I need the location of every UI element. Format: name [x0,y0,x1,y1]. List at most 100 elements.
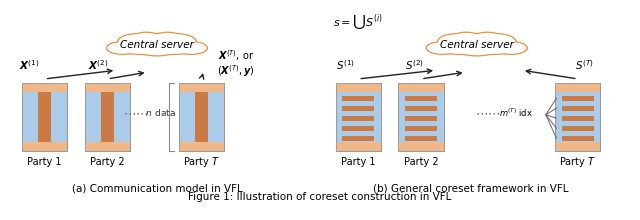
Ellipse shape [118,34,154,50]
Ellipse shape [131,33,161,44]
Ellipse shape [175,42,207,54]
Bar [179,83,224,92]
Ellipse shape [154,33,182,44]
Text: $S^{(2)}$: $S^{(2)}$ [405,59,424,72]
Bar [22,142,67,150]
Bar [22,83,67,150]
Ellipse shape [473,33,502,44]
Text: $s = \bigcup S^{(i)}$: $s = \bigcup S^{(i)}$ [333,12,382,31]
Ellipse shape [438,34,473,50]
Bar [342,106,374,111]
Bar [85,142,130,150]
Ellipse shape [437,46,516,54]
Bar [336,142,381,150]
Bar [85,83,130,92]
Bar [22,83,67,150]
Text: $\cdots\cdots$: $\cdots\cdots$ [124,106,149,119]
Text: Party $T$: Party $T$ [559,155,596,169]
Ellipse shape [108,42,138,54]
Bar [195,83,208,150]
Bar [101,83,114,150]
Bar [22,83,67,92]
Ellipse shape [161,34,196,50]
Text: Central server: Central server [120,40,194,50]
Bar [85,83,130,150]
Text: $\cdots\cdots$: $\cdots\cdots$ [476,106,501,119]
Ellipse shape [134,34,180,56]
Bar [336,83,381,150]
Text: (a) Communication model in VFL: (a) Communication model in VFL [72,183,243,193]
Bar [556,83,600,92]
Bar [398,142,444,150]
Text: Party 1: Party 1 [28,157,62,167]
Text: Central server: Central server [440,40,514,50]
Text: (b) General coreset framework in VFL: (b) General coreset framework in VFL [372,183,568,193]
Ellipse shape [134,35,180,55]
Text: $m^{(T)}$ idx: $m^{(T)}$ idx [499,107,533,119]
Text: $S^{(T)}$: $S^{(T)}$ [575,59,593,72]
Bar [556,83,600,92]
Ellipse shape [452,33,481,44]
Ellipse shape [153,33,182,44]
Bar [398,83,444,150]
Ellipse shape [451,33,481,44]
Ellipse shape [480,34,516,50]
Ellipse shape [426,42,459,54]
Bar [85,83,130,150]
Ellipse shape [175,42,207,54]
Bar [398,83,444,92]
Ellipse shape [438,34,474,50]
Bar [556,142,600,150]
Text: $(\boldsymbol{X}^{(T)}, \boldsymbol{y})$: $(\boldsymbol{X}^{(T)}, \boldsymbol{y})$ [217,63,255,79]
Bar [336,83,381,92]
Ellipse shape [481,34,515,50]
Bar [562,106,593,111]
Ellipse shape [495,42,527,54]
Bar [562,96,593,101]
Bar [342,96,374,101]
Bar [336,83,381,92]
Bar [556,83,600,150]
Ellipse shape [118,34,153,50]
Bar [22,83,67,92]
Bar [179,142,224,150]
Bar [405,116,436,121]
Bar [336,83,381,150]
Bar [556,142,600,150]
Text: $n$ data: $n$ data [143,107,175,118]
Bar [342,136,374,141]
Bar [405,126,436,131]
Ellipse shape [453,34,500,56]
Text: $\boldsymbol{X}^{(1)}$: $\boldsymbol{X}^{(1)}$ [19,59,39,72]
Bar [398,142,444,150]
Ellipse shape [161,34,196,50]
Bar [22,142,67,150]
Ellipse shape [454,35,500,55]
Text: Figure 1: Illustration of coreset construction in VFL: Figure 1: Illustration of coreset constr… [188,192,452,202]
Bar [179,142,224,150]
Ellipse shape [472,33,502,44]
Bar [556,83,600,150]
Text: $S^{(1)}$: $S^{(1)}$ [336,59,355,72]
Text: $\boldsymbol{X}^{(2)}$: $\boldsymbol{X}^{(2)}$ [88,59,108,72]
Bar [405,106,436,111]
Bar [342,116,374,121]
Bar [179,83,224,150]
Ellipse shape [117,46,197,54]
Text: $\boldsymbol{X}^{(T)}$, or: $\boldsymbol{X}^{(T)}$, or [218,48,254,63]
Ellipse shape [132,33,161,44]
Bar [342,126,374,131]
Ellipse shape [116,45,198,55]
Ellipse shape [436,45,517,55]
Bar [562,116,593,121]
Bar [336,142,381,150]
Bar [405,136,436,141]
Bar [179,83,224,150]
Bar [562,126,593,131]
Bar [85,83,130,92]
Bar [405,96,436,101]
Text: Party 2: Party 2 [404,157,438,167]
Ellipse shape [495,42,527,54]
Bar [398,83,444,92]
Bar [179,83,224,92]
